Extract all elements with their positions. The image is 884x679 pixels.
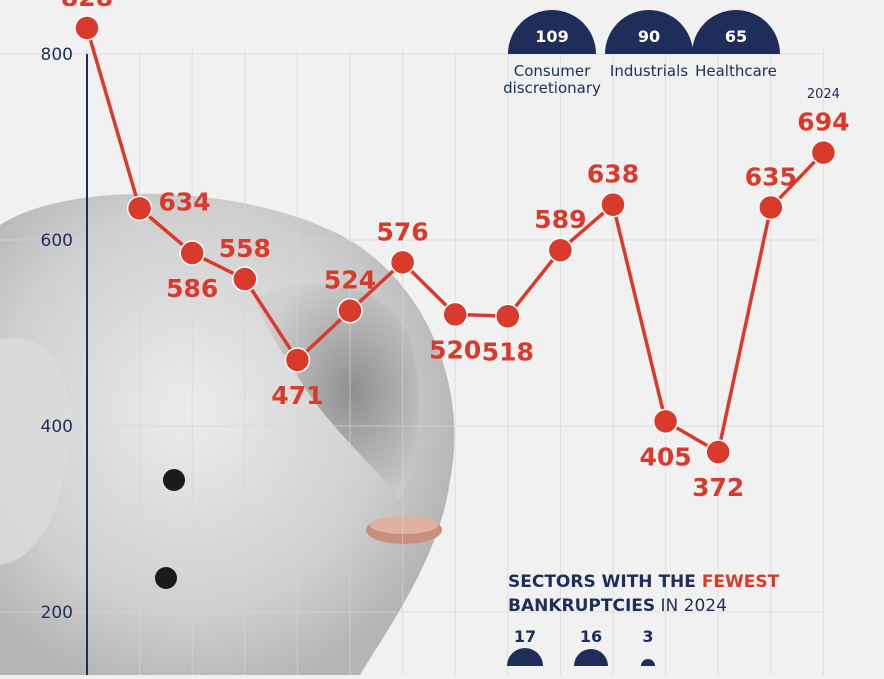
piggy-bank-snout [0, 338, 70, 565]
data-point [547, 237, 574, 263]
fewest-sector-count: 3 [642, 627, 653, 646]
data-label: 524 [324, 266, 376, 295]
data-label: 518 [482, 337, 534, 366]
sector-count: 90 [638, 27, 660, 46]
data-label: 589 [534, 205, 586, 234]
year-label: 2024 [807, 87, 840, 102]
data-point [284, 347, 311, 373]
fewest-sector-count: 17 [514, 627, 536, 646]
data-label: 694 [797, 108, 849, 137]
data-point [337, 297, 363, 324]
sector-name: Consumer [514, 62, 591, 80]
data-label: 576 [377, 217, 429, 246]
fewest-sector-count: 16 [580, 627, 602, 646]
data-point [652, 408, 679, 435]
data-label: 634 [159, 187, 211, 216]
fewest-sector-badge [641, 659, 655, 666]
data-label: 638 [587, 160, 639, 189]
sector-count: 65 [725, 27, 747, 46]
data-label: 828 [61, 0, 113, 12]
sector-name: Healthcare [695, 62, 777, 80]
sector-badge [605, 10, 693, 54]
sector-badge [508, 10, 596, 54]
data-label: 471 [271, 381, 323, 410]
data-point [758, 194, 784, 221]
fewest-sector-badge [574, 649, 608, 666]
piggy-bank-ear [255, 283, 419, 500]
piggy-bank-nostril [163, 469, 185, 491]
data-label: 586 [166, 274, 218, 303]
data-point [810, 139, 837, 166]
coin-face [370, 516, 438, 534]
data-point [495, 303, 521, 330]
sector-name: Industrials [610, 62, 688, 80]
data-point [126, 195, 153, 222]
data-point [74, 15, 100, 41]
data-point [179, 240, 205, 266]
data-label: 520 [429, 335, 481, 364]
y-tick-label: 600 [41, 231, 73, 251]
sector-badge [692, 10, 780, 54]
fewest-title-line2: BANKRUPTCIES IN 2024 [508, 596, 727, 616]
sector-name: discretionary [503, 79, 601, 97]
data-label: 405 [640, 442, 692, 471]
y-tick-label: 400 [41, 417, 73, 437]
data-point [442, 301, 468, 328]
piggy-bank-nostril [155, 567, 177, 589]
fewest-sector-badge [507, 648, 543, 666]
data-label: 372 [692, 473, 744, 502]
data-label: 635 [745, 162, 797, 191]
data-point [705, 439, 731, 465]
y-tick-label: 800 [41, 45, 73, 65]
data-point [600, 191, 626, 218]
data-point [389, 249, 416, 276]
data-label: 558 [219, 234, 271, 263]
y-tick-label: 200 [41, 603, 73, 623]
data-point [232, 266, 258, 292]
fewest-title-line1: SECTORS WITH THE FEWEST [508, 572, 780, 592]
sector-count: 109 [535, 27, 568, 46]
